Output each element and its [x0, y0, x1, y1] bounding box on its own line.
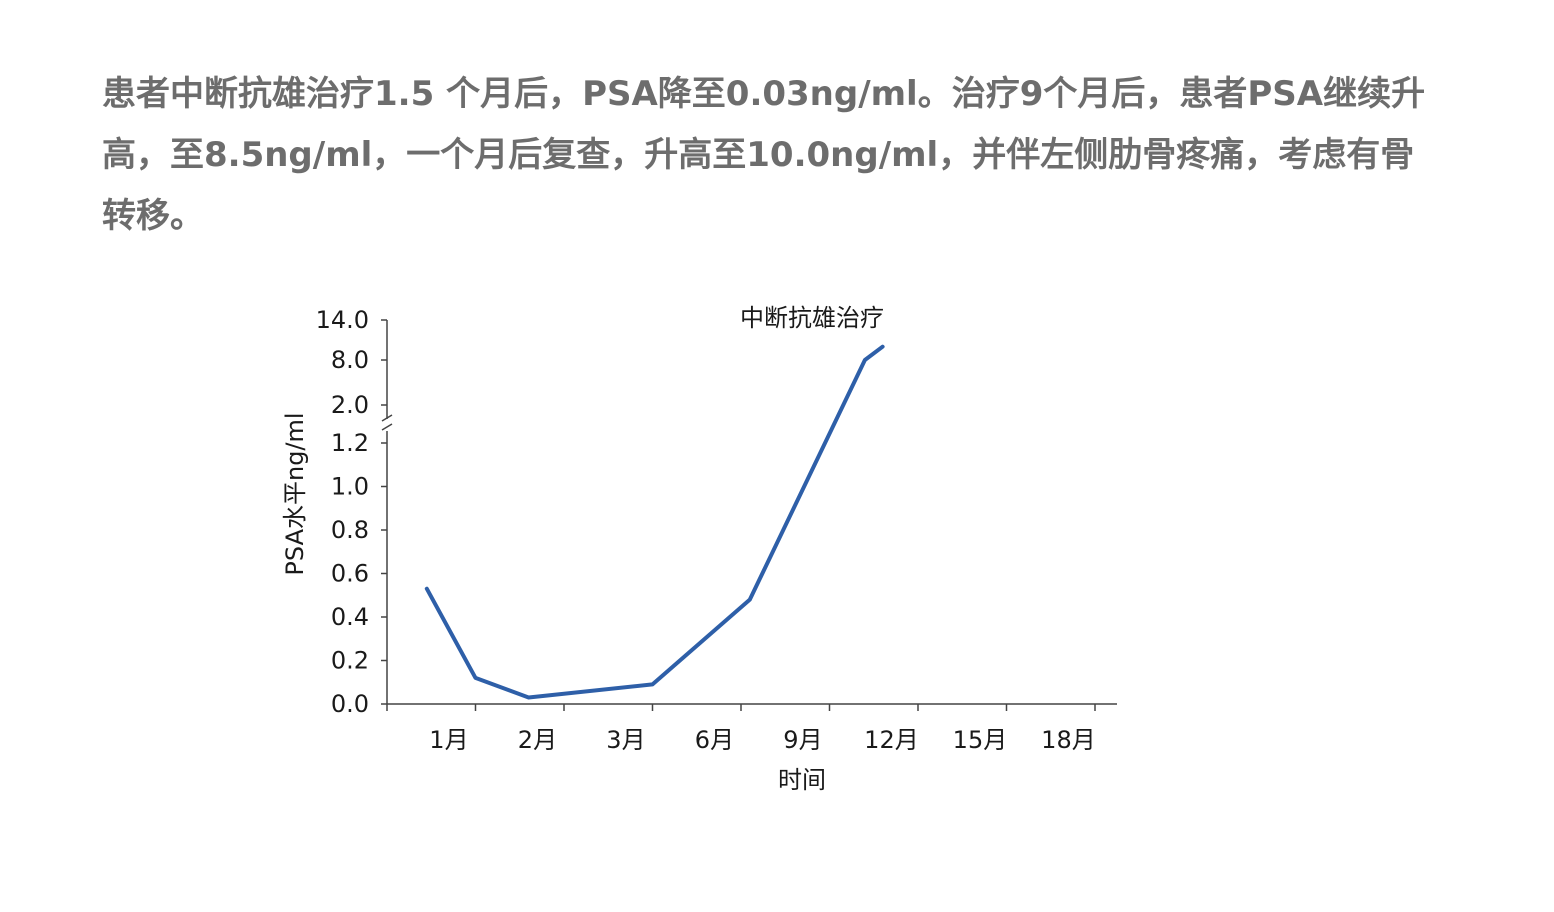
description-paragraph: 患者中断抗雄治疗1.5 个月后，PSA降至0.03ng/ml。治疗9个月后，患者… — [102, 74, 1426, 236]
y-tick-label: 1.0 — [331, 473, 369, 501]
y-tick-label: 2.0 — [331, 391, 369, 419]
y-tick-label: 8.0 — [331, 346, 369, 374]
y-axis-break-mark — [381, 423, 393, 431]
y-tick-label: 0.8 — [331, 516, 369, 544]
y-axis-break-mark — [381, 414, 393, 422]
y-tick-label: 0.2 — [331, 647, 369, 675]
y-tick-label: 1.2 — [331, 429, 369, 457]
y-tick-label: 0.4 — [331, 603, 369, 631]
x-tick-label: 18月 — [1041, 726, 1096, 754]
x-tick-label: 3月 — [606, 726, 645, 754]
x-tick-label: 12月 — [864, 726, 919, 754]
chart-annotation: 中断抗雄治疗 — [740, 304, 884, 332]
y-tick-label: 0.6 — [331, 560, 369, 588]
x-tick-label: 1月 — [429, 726, 468, 754]
psa-series-line — [424, 344, 885, 700]
series-group — [424, 344, 885, 700]
x-tick-label: 6月 — [695, 726, 734, 754]
x-tick-label: 15月 — [953, 726, 1008, 754]
y-tick-label: 14.0 — [316, 306, 369, 334]
y-axis-ticks: 0.0 0.2 0.4 0.6 0.8 1.0 1.2 2.0 8.0 14.0 — [316, 306, 387, 718]
x-tick-label: 9月 — [783, 726, 822, 754]
x-axis-ticks: 1月 2月 3月 6月 9月 12月 15月 18月 — [386, 704, 1096, 754]
y-tick-label: 0.0 — [331, 690, 369, 718]
chart-axes — [381, 320, 1117, 705]
x-axis-title: 时间 — [778, 766, 826, 794]
x-tick-label: 2月 — [518, 726, 557, 754]
y-axis-title: PSA水平ng/ml — [281, 412, 309, 575]
